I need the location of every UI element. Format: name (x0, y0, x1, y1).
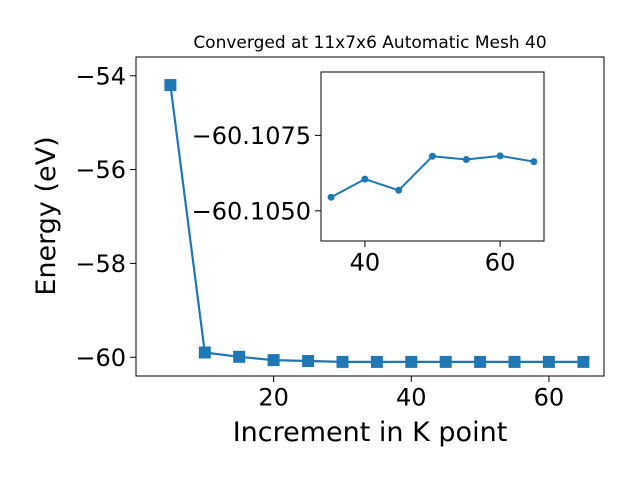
main-data-point (198, 346, 211, 359)
inset-chart: 40 60 −60.1050 −60.1075 (192, 71, 545, 277)
inset-data-point (496, 152, 504, 160)
main-data-point (474, 355, 487, 368)
y-axis-label: Energy (eV) (31, 136, 62, 295)
main-data-point (336, 355, 349, 368)
main-data-point (233, 350, 246, 363)
inset-data-point (327, 193, 335, 201)
main-data-point (508, 355, 521, 368)
main-x-tick-label: 40 (396, 384, 427, 412)
main-y-ticks: −60 −58 −56 −54 (75, 62, 136, 372)
main-y-tick-label: −54 (75, 62, 126, 90)
inset-data-point (395, 186, 403, 194)
main-data-point (164, 79, 177, 92)
main-data-point (542, 355, 555, 368)
inset-data-point (462, 156, 470, 163)
inset-data-point (530, 158, 538, 166)
main-y-tick-label: −60 (75, 344, 126, 372)
main-axes-frame (135, 56, 605, 377)
main-data-point (370, 355, 383, 368)
main-data-point (405, 355, 418, 368)
main-data-point (439, 355, 452, 368)
inset-y-tick-label: −60.1050 (192, 197, 311, 225)
main-chart: Converged at 11x7x6 Automatic Mesh 40 20… (31, 33, 605, 448)
main-plot-area (164, 79, 590, 368)
inset-x-tick-label: 60 (485, 249, 516, 277)
main-data-point (302, 355, 315, 367)
main-y-tick-label: −58 (75, 250, 126, 278)
main-x-ticks: 20 40 60 (258, 376, 564, 412)
main-x-tick-label: 20 (258, 384, 289, 412)
inset-data-point (361, 175, 369, 183)
inset-y-ticks: −60.1050 −60.1075 (192, 122, 321, 225)
inset-data-point (429, 152, 436, 160)
chart-title: Converged at 11x7x6 Automatic Mesh 40 (193, 33, 546, 53)
inset-axes-frame (320, 71, 545, 242)
main-data-point (577, 355, 590, 368)
inset-plot-area (327, 152, 538, 201)
inset-y-tick-label: −60.1075 (192, 122, 311, 150)
inset-x-tick-label: 40 (350, 249, 381, 277)
x-axis-label: Increment in K point (233, 417, 508, 448)
main-y-tick-label: −56 (75, 156, 126, 184)
inset-x-ticks: 40 60 (350, 241, 516, 277)
main-x-tick-label: 60 (534, 384, 565, 412)
main-data-point (267, 354, 280, 367)
